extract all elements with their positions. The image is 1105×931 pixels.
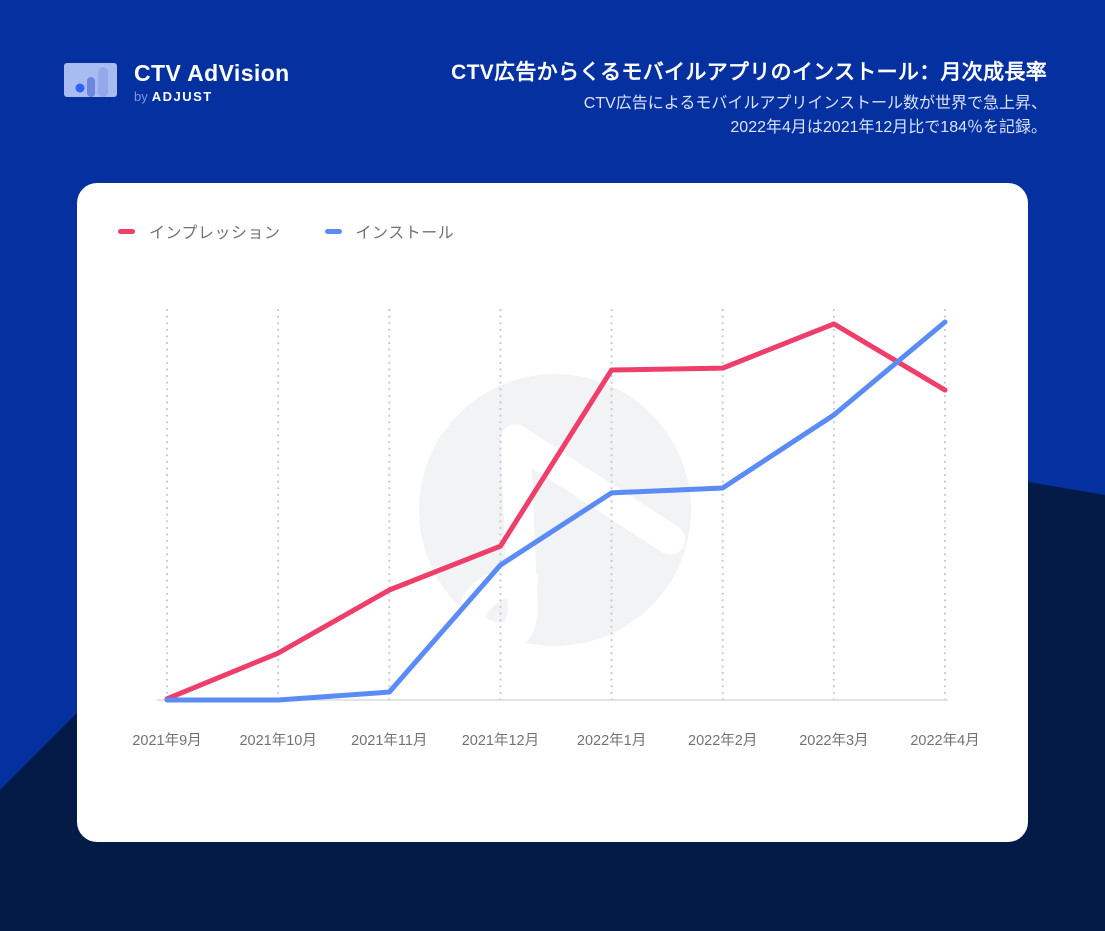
- x-axis-label: 2022年1月: [577, 732, 646, 749]
- chart-card: インプレッション インストール 2021年9月 2021年10月 2021年11月 2…: [77, 183, 1028, 842]
- page-title: CTV広告からくるモバイルアプリのインストール：月次成長率: [451, 61, 1047, 84]
- adjust-wordmark: ADJUST: [151, 89, 213, 104]
- x-axis-label: 2022年2月: [688, 732, 757, 749]
- series-line-impressions: [164, 321, 948, 702]
- series-line-installs: [164, 319, 948, 703]
- x-axis-labels: 2021年9月 2021年10月 2021年11月 2021年12月 2022年1月 20…: [132, 732, 979, 749]
- ctv-advision-logo: CTV AdVision by ADJUST: [64, 62, 290, 103]
- legend-item-installs: インストール: [324, 219, 455, 243]
- x-axis-label: 2021年9月: [132, 732, 201, 749]
- series-lines: [164, 319, 948, 703]
- adjust-watermark-icon: [419, 374, 691, 653]
- installs-legend-swatch: [324, 228, 342, 234]
- x-axis-label: 2022年3月: [799, 732, 868, 749]
- x-axis-label: 2022年4月: [910, 732, 979, 749]
- installs-legend-label: インストール: [355, 225, 455, 242]
- ctv-advision-logo-icon: [64, 63, 117, 97]
- page-subtitle: CTV広告によるモバイルアプリインストール数が世界で急上昇、 2022年4月は2…: [451, 92, 1047, 140]
- page-subtitle-line2: 2022年4月は2021年12月比で184％を記録。: [730, 119, 1047, 137]
- brand-name: CTV AdVision: [134, 60, 290, 86]
- gridlines: [165, 308, 947, 702]
- logo-text: CTV AdVision by ADJUST: [134, 60, 290, 104]
- line-chart: 2021年9月 2021年10月 2021年11月 2021年12月 2022年1月 20…: [132, 308, 980, 749]
- chart-legend: インプレッション インストール: [118, 219, 454, 243]
- x-axis-label: 2021年12月: [462, 732, 539, 749]
- byline-prefix: by: [134, 89, 148, 104]
- legend-item-impressions: インプレッション: [118, 219, 281, 243]
- impressions-legend-swatch: [118, 228, 135, 234]
- x-axis-label: 2021年11月: [351, 732, 427, 749]
- brand-byline: by ADJUST: [134, 90, 290, 103]
- impressions-legend-label: インプレッション: [149, 225, 281, 242]
- x-axis-label: 2021年10月: [239, 732, 316, 749]
- title-block: CTV広告からくるモバイルアプリのインストール：月次成長率 CTV広告によるモバ…: [451, 60, 1047, 140]
- page-subtitle-line1: CTV広告によるモバイルアプリインストール数が世界で急上昇、: [583, 95, 1047, 113]
